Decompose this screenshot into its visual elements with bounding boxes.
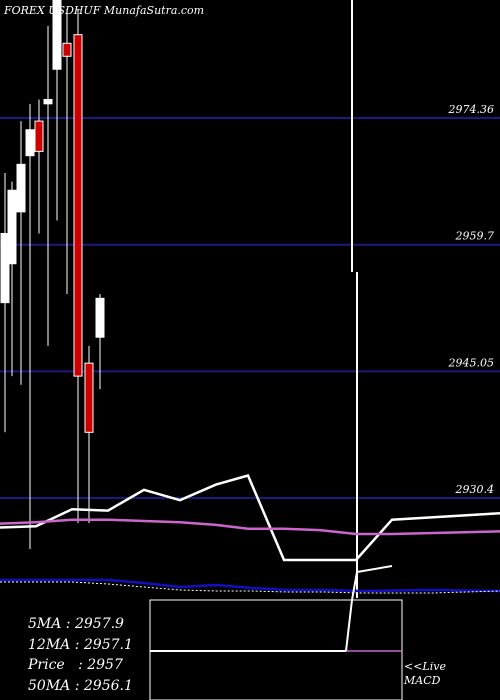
- y-tick-label-1: 2959.7: [455, 230, 495, 243]
- price-gridlines: 2974.36 2959.7 2945.05 2930.4: [0, 103, 500, 499]
- price-value: Price : 2957: [28, 657, 123, 673]
- candle-body-7: [62, 42, 72, 57]
- candle-body-10: [95, 297, 105, 338]
- y-tick-label-0: 2974.36: [448, 103, 495, 116]
- macd-signal-line: [0, 581, 500, 594]
- ma-line-1: [0, 518, 500, 536]
- live-macd-line1: <<Live: [404, 660, 446, 673]
- y-tick-label-2: 2945.05: [448, 356, 495, 369]
- chart-title: FOREX USDHUF MunafaSutra.com: [4, 4, 205, 17]
- live-macd-line2: MACD: [404, 674, 441, 687]
- ma-line-0: [0, 473, 500, 562]
- candle-body-4: [34, 120, 44, 152]
- macd-live-tick: [345, 565, 393, 652]
- candle-body-0: [0, 232, 10, 304]
- candlesticks: [0, 0, 358, 598]
- y-tick-label-3: 2930.4: [455, 483, 495, 496]
- macd-blue-line: [0, 578, 500, 593]
- ma5-value: 5MA : 2957.9: [28, 616, 124, 632]
- moving-average-lines: [0, 473, 500, 562]
- macd-panel: [0, 565, 500, 700]
- live-macd-label: <<Live MACD: [404, 660, 446, 688]
- candle-body-5: [43, 99, 53, 105]
- candle-body-8: [73, 34, 83, 377]
- candle-body-1: [7, 189, 17, 265]
- candle-body-9: [84, 362, 94, 433]
- ma12-value: 12MA : 2957.1: [28, 636, 133, 653]
- candle-body-2: [16, 163, 26, 213]
- ma-stats-block: 5MA : 2957.9 12MA : 2957.1 Price : 2957 …: [28, 614, 133, 696]
- ma50-value: 50MA : 2956.1: [28, 677, 133, 694]
- candle-body-3: [25, 129, 35, 157]
- candle-body-6: [52, 0, 62, 70]
